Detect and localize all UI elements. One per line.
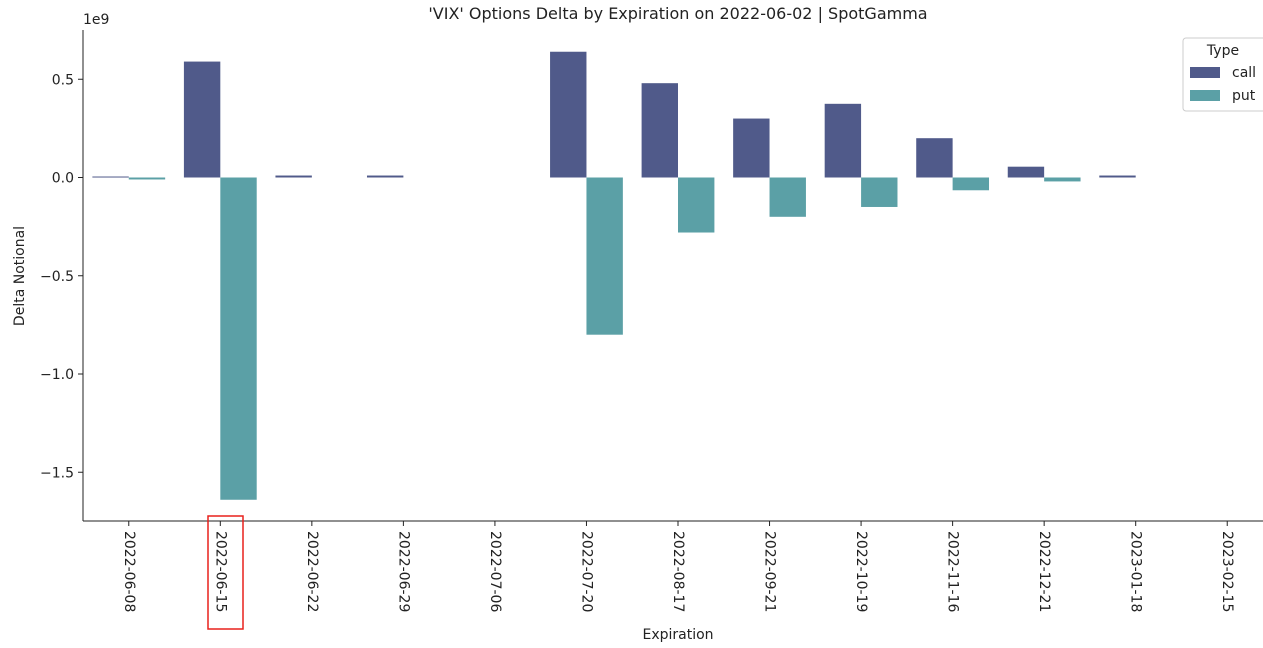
bar-put-2022-10-19 [861, 177, 898, 207]
bar-call-2022-06-08 [92, 176, 129, 178]
x-tick-label: 2022-07-20 [578, 531, 594, 612]
legend-label-call: call [1232, 65, 1256, 81]
y-tick-label: −0.5 [40, 269, 74, 285]
y-ticks: 0.5 0.0 −0.5 −1.0 −1.5 [40, 72, 83, 481]
x-axis-label: Expiration [642, 627, 713, 643]
legend-title: Type [1206, 43, 1239, 59]
bar-put-2022-08-17 [678, 177, 715, 233]
bar-call-2022-11-16 [916, 138, 953, 178]
x-tick-label: 2022-06-29 [395, 531, 411, 612]
bar-call-2022-10-19 [824, 103, 862, 178]
legend-label-put: put [1232, 88, 1256, 104]
y-axis-label: Delta Notional [12, 226, 28, 326]
y-tick-label: −1.5 [40, 465, 74, 481]
x-tick-label: 2022-06-15 [212, 531, 228, 612]
bar-put-2022-11-16 [952, 177, 990, 191]
x-tick-label: 2022-08-17 [670, 531, 686, 612]
bar-call-2022-07-20 [550, 51, 587, 178]
bar-call-2022-12-21 [1007, 166, 1045, 178]
bar-put-2022-06-15 [220, 177, 257, 500]
y-tick-label: 0.0 [52, 171, 74, 187]
bar-call-2022-09-21 [733, 118, 770, 178]
highlight-box [207, 515, 244, 630]
legend-swatch-put [1190, 90, 1220, 101]
bar-call-2023-01-18 [1099, 175, 1136, 178]
bar-put-2022-06-08 [128, 177, 166, 180]
x-tick-label: 2023-01-18 [1128, 531, 1144, 612]
chart-title: 'VIX' Options Delta by Expiration on 202… [428, 4, 927, 23]
bar-call-2022-06-29 [366, 175, 404, 178]
x-tick-label: 2022-06-08 [121, 531, 137, 612]
y-tick-label: −1.0 [40, 367, 74, 383]
x-tick-label: 2022-10-19 [853, 531, 869, 612]
bar-put-2022-12-21 [1044, 177, 1081, 182]
x-tick-label: 2022-12-21 [1036, 531, 1052, 612]
x-tick-label: 2023-02-15 [1219, 531, 1235, 612]
bar-call-2022-08-17 [641, 83, 678, 178]
bar-put-2022-07-20 [586, 177, 623, 335]
bars-layer [92, 51, 1136, 500]
legend-swatch-call [1190, 67, 1220, 78]
legend: Type call put [1182, 37, 1263, 112]
x-tick-label: 2022-11-16 [945, 531, 961, 612]
x-tick-label: 2022-06-22 [304, 531, 320, 612]
bar-call-2022-06-15 [183, 61, 221, 178]
x-ticks: 2022-06-08 2022-06-15 2022-06-22 2022-06-29… [121, 521, 1235, 612]
x-tick-label: 2022-07-06 [487, 531, 503, 612]
y-tick-label: 0.5 [52, 72, 74, 88]
x-tick-label: 2022-09-21 [762, 531, 778, 612]
bar-call-2022-06-22 [275, 175, 312, 178]
bar-put-2022-09-21 [769, 177, 806, 217]
y-axis-offset-label: 1e9 [83, 12, 109, 28]
